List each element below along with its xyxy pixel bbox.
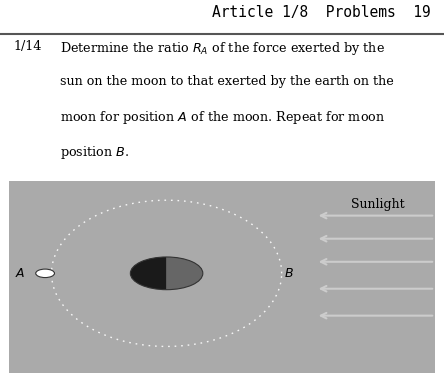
Text: sun on the moon to that exerted by the earth on the: sun on the moon to that exerted by the e…	[60, 75, 394, 88]
Wedge shape	[166, 257, 203, 290]
Circle shape	[36, 269, 55, 278]
Wedge shape	[131, 257, 166, 290]
Text: Determine the ratio $R_A$ of the force exerted by the: Determine the ratio $R_A$ of the force e…	[60, 40, 385, 58]
Text: Article 1/8  Problems  19: Article 1/8 Problems 19	[212, 5, 431, 21]
Text: Sunlight: Sunlight	[351, 198, 404, 211]
Text: moon for position $A$ of the moon. Repeat for moon: moon for position $A$ of the moon. Repea…	[60, 109, 385, 126]
Text: $B$: $B$	[284, 267, 293, 280]
Text: position $B$.: position $B$.	[60, 144, 129, 161]
Text: $A$: $A$	[15, 267, 25, 280]
Text: 1/14: 1/14	[13, 40, 42, 53]
